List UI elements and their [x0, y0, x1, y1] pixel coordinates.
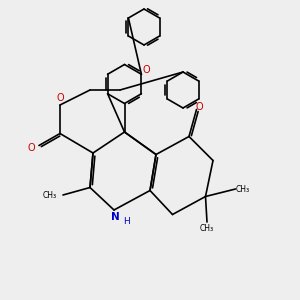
Text: O: O: [56, 93, 64, 103]
Text: O: O: [196, 101, 203, 112]
Text: O: O: [28, 143, 35, 154]
Text: CH₃: CH₃: [43, 190, 57, 200]
Text: CH₃: CH₃: [236, 184, 250, 194]
Text: CH₃: CH₃: [200, 224, 214, 233]
Text: H: H: [123, 217, 130, 226]
Text: O: O: [142, 65, 150, 75]
Text: N: N: [111, 212, 120, 223]
